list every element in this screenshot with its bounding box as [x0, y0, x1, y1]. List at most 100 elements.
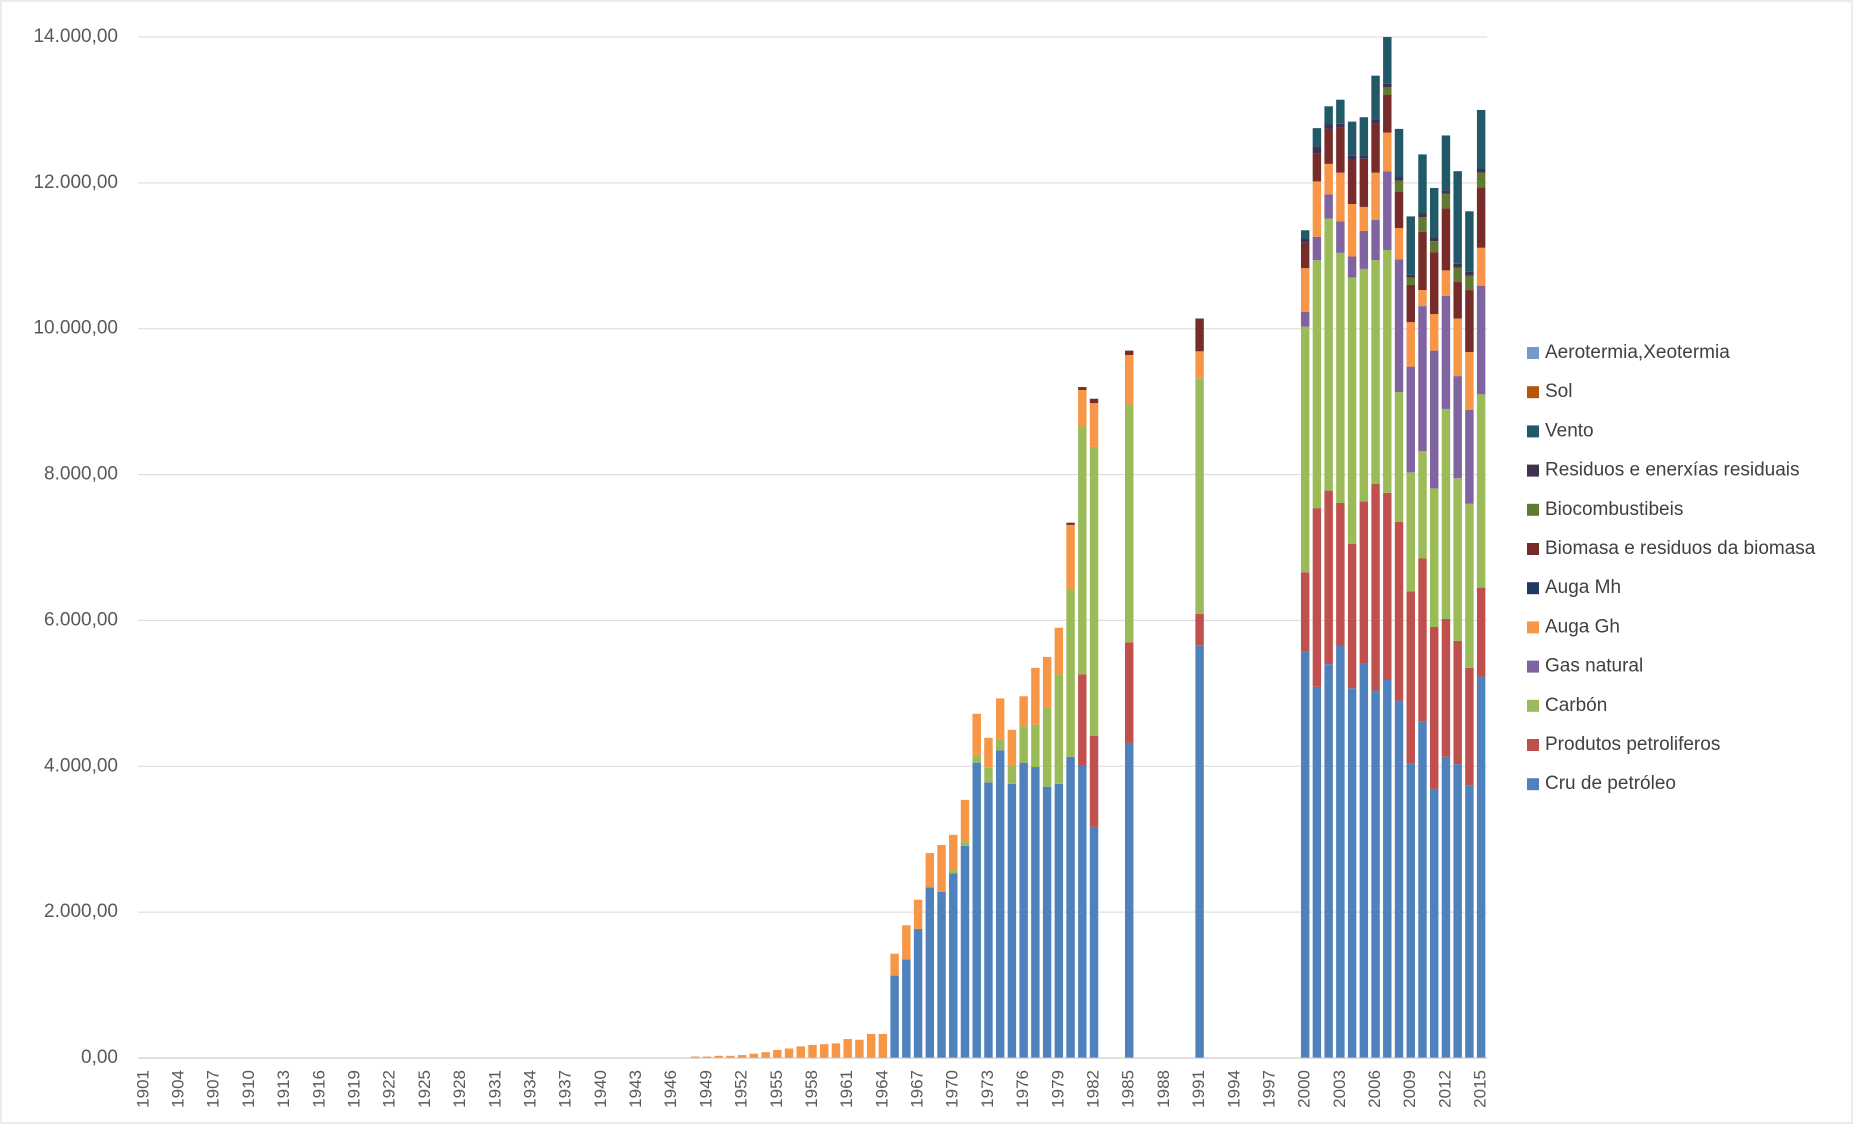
- x-tick-label: 1943: [626, 1070, 645, 1108]
- bar-segment: [1031, 724, 1040, 768]
- bar-segment: [1336, 172, 1345, 222]
- bar-segment: [1019, 696, 1028, 727]
- bar-segment: [1453, 282, 1462, 319]
- bar-segment: [1124, 404, 1134, 643]
- bar-segment: [1042, 786, 1052, 1058]
- bar-segment: [1406, 472, 1415, 592]
- bar-segment: [913, 899, 923, 929]
- bar-segment: [1078, 389, 1087, 427]
- bar-segment: [1406, 216, 1415, 275]
- bar-segment: [1383, 171, 1392, 250]
- bar-segment: [1336, 99, 1345, 124]
- bar-segment: [925, 853, 935, 888]
- legend-swatch: [1527, 543, 1539, 555]
- bar-segment: [866, 1033, 876, 1058]
- bar-segment: [890, 953, 899, 976]
- bar-segment: [1429, 314, 1439, 351]
- x-tick-label: 1958: [802, 1070, 821, 1108]
- bar-segment: [843, 1039, 852, 1058]
- x-tick-label: 1949: [696, 1070, 715, 1108]
- bar-segment: [1465, 667, 1474, 786]
- bar-segment: [1078, 765, 1087, 1058]
- bar-segment: [1429, 626, 1439, 789]
- bar-segment: [1312, 153, 1322, 182]
- y-tick-label: 12.000,00: [33, 172, 118, 193]
- bar-segment: [972, 755, 981, 763]
- bar-segment: [796, 1046, 805, 1058]
- bar-segment: [1359, 230, 1369, 269]
- bar-segment: [1312, 146, 1322, 154]
- y-tick-label: 4.000,00: [44, 755, 118, 776]
- bar-segment: [1394, 180, 1404, 192]
- x-tick-label: 1976: [1013, 1070, 1032, 1108]
- x-tick-label: 2015: [1471, 1070, 1490, 1108]
- bar-segment: [1383, 132, 1392, 172]
- bar-segment: [1124, 354, 1134, 405]
- bar-segment: [1476, 169, 1486, 173]
- bar-segment: [1124, 642, 1134, 743]
- bar-segment: [1347, 277, 1357, 544]
- bar-segment: [1418, 231, 1427, 291]
- legend-swatch: [1527, 660, 1539, 673]
- bar-segment: [1078, 426, 1087, 675]
- legend-label: Carbón: [1545, 695, 1607, 716]
- bar-segment: [1089, 403, 1099, 447]
- x-tick-label: 1940: [591, 1070, 610, 1108]
- x-tick-label: 1919: [344, 1070, 363, 1108]
- bar-segment: [1394, 177, 1404, 181]
- bar-segment: [913, 928, 923, 1058]
- x-tick-label: 2006: [1365, 1070, 1384, 1108]
- bar-segment: [1078, 674, 1087, 766]
- bar-segment: [1066, 589, 1075, 757]
- x-tick-label: 2000: [1295, 1070, 1314, 1108]
- x-tick-label: 1970: [943, 1070, 962, 1108]
- bar-segment: [1383, 37, 1392, 84]
- bar-segment: [1453, 376, 1462, 479]
- bar-segment: [1007, 729, 1017, 766]
- bar-segment: [1089, 735, 1099, 827]
- bar-segment: [1300, 572, 1310, 652]
- legend-label: Produtos petroliferos: [1545, 734, 1720, 755]
- bar-segment: [855, 1039, 864, 1058]
- bar-segment: [1394, 392, 1404, 522]
- bar-segment: [1394, 228, 1404, 260]
- x-tick-label: 1967: [908, 1070, 927, 1108]
- bar-segment: [1324, 128, 1333, 164]
- legend-swatch: [1527, 425, 1539, 438]
- bar-segment: [1359, 268, 1369, 502]
- bar-segment: [995, 698, 1005, 740]
- bar-segment: [1465, 271, 1474, 276]
- x-tick-label: 1979: [1048, 1070, 1067, 1108]
- legend-swatch: [1527, 621, 1539, 634]
- bar-segment: [1465, 290, 1474, 353]
- bar-segment: [1124, 350, 1134, 355]
- bar-segment: [1336, 645, 1345, 1058]
- legend-swatch: [1527, 739, 1539, 751]
- legend-swatch: [1527, 464, 1539, 477]
- bar-segment: [1418, 217, 1427, 232]
- bar-segment: [1476, 247, 1486, 286]
- bar-segment: [714, 1055, 723, 1058]
- bar-segment: [1300, 311, 1310, 327]
- bar-segment: [1089, 398, 1099, 404]
- bar-segment: [773, 1049, 782, 1058]
- bar-segment: [1406, 284, 1415, 323]
- bar-segment: [1418, 558, 1427, 722]
- y-tick-label: 0,00: [81, 1047, 118, 1068]
- bar-segment: [1394, 191, 1404, 229]
- bar-segment: [726, 1055, 735, 1058]
- bar-segment: [1383, 87, 1392, 95]
- bar-segment: [1124, 742, 1134, 1058]
- bar-segment: [1324, 664, 1333, 1058]
- bar-segment: [1476, 394, 1486, 588]
- bar-segment: [1300, 268, 1310, 312]
- bar-segment: [972, 762, 981, 1058]
- bar-segment: [1441, 756, 1451, 1058]
- bar-segment: [1441, 190, 1451, 194]
- legend-swatch: [1527, 503, 1539, 516]
- bar-segment: [1418, 213, 1427, 218]
- bar-segment: [995, 750, 1005, 1058]
- bar-segment: [1476, 587, 1486, 677]
- bar-segment: [1324, 490, 1333, 665]
- x-tick-label: 1928: [450, 1070, 469, 1108]
